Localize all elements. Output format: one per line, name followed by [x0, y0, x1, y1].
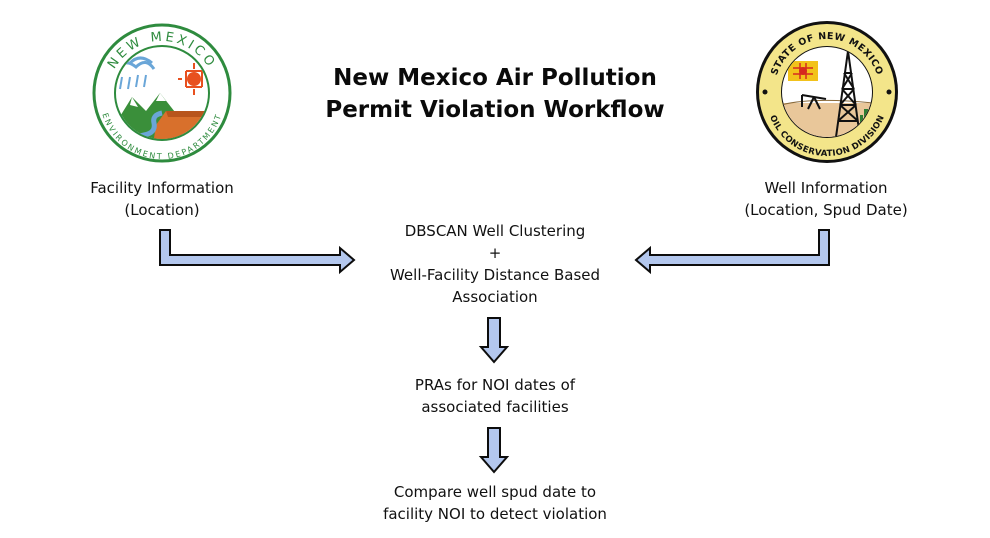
facility-info-node: Facility Information (Location): [62, 177, 262, 221]
compare-line-2: facility NOI to detect violation: [383, 505, 607, 523]
clustering-node: DBSCAN Well Clustering + Well-Facility D…: [345, 220, 645, 308]
well-info-title: Well Information: [764, 179, 888, 197]
well-info-node: Well Information (Location, Spud Date): [726, 177, 926, 221]
facility-info-detail: (Location): [124, 201, 200, 219]
clustering-line-4: Association: [452, 288, 538, 306]
pra-node: PRAs for NOI dates of associated facilit…: [345, 374, 645, 418]
facility-info-title: Facility Information: [90, 179, 234, 197]
compare-node: Compare well spud date to facility NOI t…: [345, 481, 645, 525]
compare-line-1: Compare well spud date to: [393, 483, 597, 501]
title-line-2: Permit Violation Workflow: [325, 97, 665, 123]
ocd-scene: [782, 47, 872, 137]
nmed-sun: [178, 63, 208, 95]
arrow-well-to-clustering: [634, 229, 830, 275]
nmed-logo: NEW MEXICO ENVIRONMENT DEPARTMENT: [92, 23, 232, 163]
pra-line-1: PRAs for NOI dates of: [414, 376, 576, 394]
arrow-facility-to-clustering: [159, 229, 356, 275]
clustering-line-1: DBSCAN Well Clustering: [404, 222, 586, 240]
ocd-logo: STATE OF NEW MEXICO OIL CONSERVATION DIV…: [756, 21, 898, 163]
arrow-pra-to-compare: [478, 427, 510, 474]
pra-line-2: associated facilities: [421, 398, 569, 416]
ocd-pumpjack: [801, 94, 827, 110]
nmed-landscape: [116, 56, 208, 139]
ocd-derrick: [835, 50, 861, 137]
clustering-plus: +: [488, 244, 502, 262]
well-info-detail: (Location, Spud Date): [744, 201, 908, 219]
arrow-clustering-to-pra: [478, 317, 510, 364]
diagram-title: New Mexico Air Pollution Permit Violatio…: [295, 62, 695, 126]
clustering-line-3: Well-Facility Distance Based: [389, 266, 601, 284]
title-line-1: New Mexico Air Pollution: [333, 65, 657, 91]
